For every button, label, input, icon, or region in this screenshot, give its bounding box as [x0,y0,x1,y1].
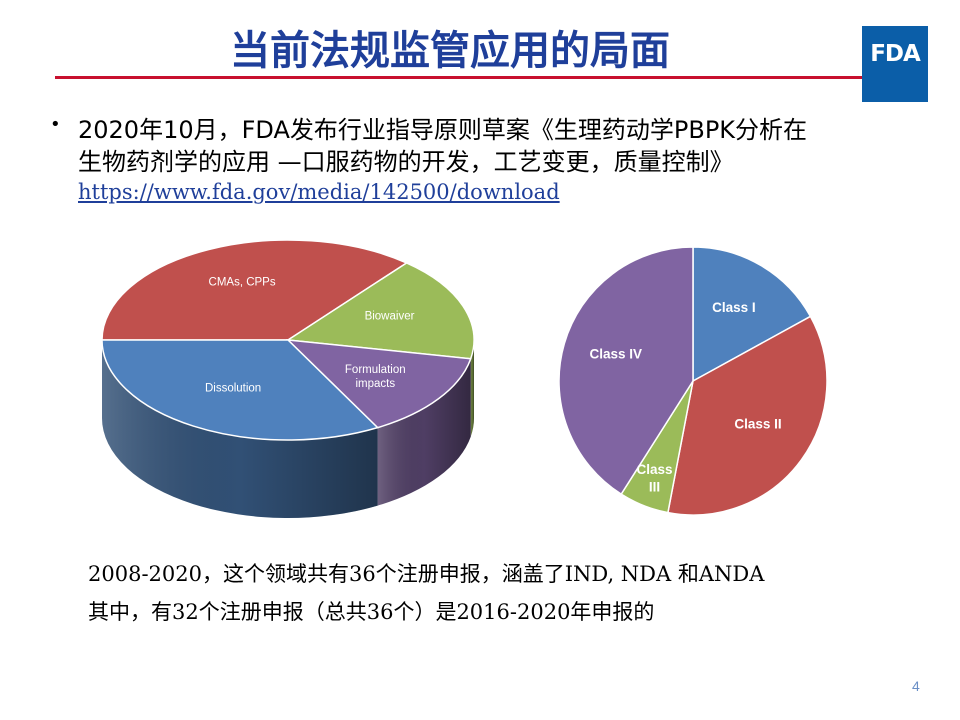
pie-3d-label-formulation-impacts: Formulation impacts [345,364,406,390]
page-number: 4 [912,678,920,694]
bullet-line-2: 生物药剂学的应用 —口服药物的开发，工艺变更，质量控制》 [78,148,734,176]
pie-3d-label-dissolution: Dissolution [205,383,261,395]
pie-3d-slice-cmas-cpps [101,239,409,341]
bcs-label-class-iii: Class III [637,462,673,495]
pie-3d-wall-shade-formulation-impacts [377,358,471,506]
pie-3d-slice-formulation-impacts [285,339,472,429]
pie-3d-label-biowaiver: Biowaiver [365,311,415,323]
bcs-label-class-iv: Class IV [590,347,643,362]
pie-3d-labels: CMAs, CPPs Biowaiver Formulation impacts Dis… [205,277,415,395]
bcs-label-class-i: Class I [712,300,756,315]
bcs-label-class-ii: Class II [734,416,781,431]
summary-text: 2008-2020，这个领域共有36个注册申报，涵盖了IND, NDA 和AND… [88,555,928,631]
title-underline [55,76,865,79]
pie-3d-top-faces [101,239,475,441]
bullet-text: 2020年10月，FDA发布行业指导原则草案《生理药动学PBPK分析在 生物药剂… [78,114,918,178]
bcs-pie-slices [558,246,828,516]
pie-chart-bcs-class: Class I Class II Class III Class IV [558,246,828,516]
summary-line-1: 2008-2020，这个领域共有36个注册申报，涵盖了IND, NDA 和AND… [88,562,765,586]
pie-3d-slice-dissolution [101,339,380,441]
page-title: 当前法规监管应用的局面 [230,28,670,74]
pie-3d-wall-shade-biowaiver [470,340,474,437]
bcs-slice-class-iv [558,246,694,496]
guidance-link[interactable]: https://www.fda.gov/media/142500/downloa… [78,180,560,204]
pie-3d-side-walls [102,340,474,518]
bcs-slice-class-ii [667,315,828,516]
pie-3d-slice-biowaiver [285,262,475,360]
bullet-line-1: 2020年10月，FDA发布行业指导原则草案《生理药动学PBPK分析在 [78,116,808,144]
fda-logo: FDA [862,26,928,102]
pie-3d-label-cmas-cpps: CMAs, CPPs [209,277,276,289]
bcs-pie-labels: Class I Class II Class III Class IV [590,300,782,495]
bcs-slice-class-i [692,246,812,383]
bullet-dot: • [50,114,61,135]
pie-chart-3d-applications: CMAs, CPPs Biowaiver Formulation impacts Dis… [101,239,475,518]
summary-line-2: 其中，有32个注册申报（总共36个）是2016-2020年申报的 [88,600,655,624]
pie-3d-wall-shade-dissolution [102,340,378,518]
fda-logo-text: FDA [870,41,921,67]
